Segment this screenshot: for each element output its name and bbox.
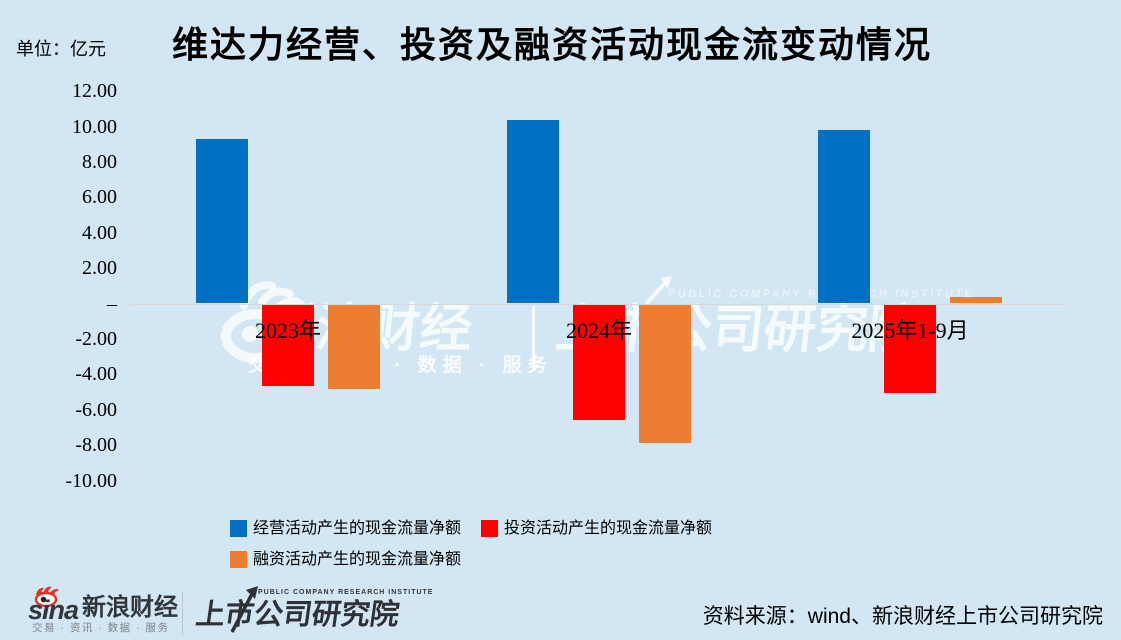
bar-investing-2023年 bbox=[262, 304, 314, 386]
x-axis-category-label: 2024年 bbox=[565, 318, 632, 343]
x-axis-category-label: 2023年 bbox=[254, 318, 321, 343]
y-axis-tick-label: -6.00 bbox=[75, 398, 117, 421]
sina-brand-text: 新浪财经 bbox=[82, 594, 178, 621]
legend-swatch-financing bbox=[230, 551, 247, 568]
y-axis-tick-label: 12.00 bbox=[72, 80, 117, 103]
y-axis-tick-label: -2.00 bbox=[75, 327, 117, 350]
legend-swatch-operating bbox=[230, 520, 247, 537]
unit-label: 单位：亿元 bbox=[16, 39, 106, 59]
bar-financing-2024年 bbox=[639, 304, 691, 443]
y-axis-tick-label: 4.00 bbox=[82, 221, 117, 244]
source-text: 资料来源：wind、新浪财经上市公司研究院 bbox=[702, 605, 1103, 628]
bar-investing-2025年1-9月 bbox=[884, 304, 936, 394]
y-axis-tick-label: 8.00 bbox=[82, 150, 117, 173]
pcri-caption: PUBLIC COMPANY RESEARCH INSTITUTE bbox=[258, 589, 434, 596]
bar-operating-2023年 bbox=[196, 139, 248, 304]
sina-wordmark: sina bbox=[28, 595, 79, 625]
legend-label-financing: 融资活动产生的现金流量净额 bbox=[253, 551, 462, 568]
y-axis-tick-label: 10.00 bbox=[72, 115, 117, 138]
legend-label-investing: 投资活动产生的现金流量净额 bbox=[504, 520, 713, 537]
bar-operating-2025年1-9月 bbox=[818, 129, 870, 304]
bar-investing-2024年 bbox=[573, 304, 625, 421]
sina-tagline: 交易 · 资讯 · 数据 · 服务 bbox=[32, 622, 170, 634]
watermark-divider bbox=[532, 306, 535, 370]
y-axis-tick-label: – bbox=[107, 292, 117, 315]
y-axis-tick-label: -8.00 bbox=[75, 434, 117, 457]
zero-baseline bbox=[131, 303, 1065, 305]
chart-title: 维达力经营、投资及融资活动现金流变动情况 bbox=[172, 24, 933, 65]
y-axis-tick-label: -10.00 bbox=[65, 469, 117, 492]
x-axis-category-label: 2025年1-9月 bbox=[851, 318, 969, 343]
sina-flame-eye-icon bbox=[30, 585, 64, 607]
legend-swatch-investing bbox=[481, 520, 498, 537]
bar-operating-2024年 bbox=[507, 120, 559, 304]
footer-divider bbox=[182, 592, 183, 635]
y-axis-tick-label: -4.00 bbox=[75, 363, 117, 386]
bar-financing-2023年 bbox=[328, 304, 380, 389]
bar-financing-2025年1-9月 bbox=[950, 296, 1002, 304]
y-axis-tick-label: 6.00 bbox=[82, 186, 117, 209]
pcri-arrow-icon bbox=[224, 584, 264, 636]
legend-label-operating: 经营活动产生的现金流量净额 bbox=[253, 520, 462, 537]
y-axis-tick-label: 2.00 bbox=[82, 257, 117, 280]
